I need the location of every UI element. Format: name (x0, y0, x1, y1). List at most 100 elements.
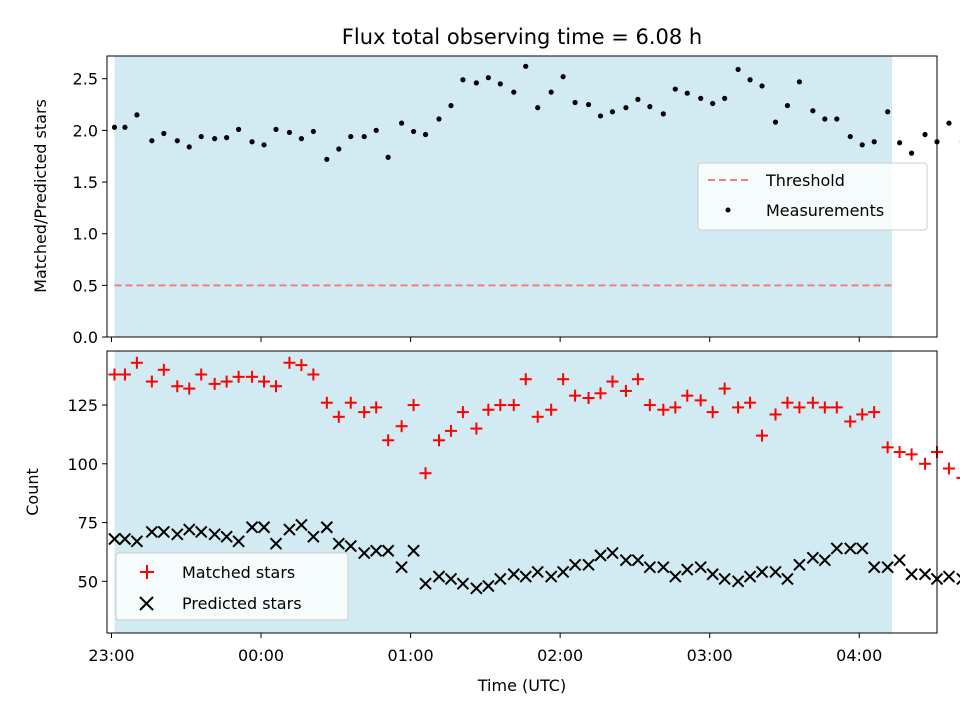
ratio-y-tick-label: 2.0 (73, 121, 98, 140)
count-panel-frame (106, 350, 938, 634)
predicted-star-point (208, 528, 221, 541)
predicted-star-point (830, 542, 844, 555)
predicted-star-point (395, 560, 408, 574)
count-y-tick-label: 100 (67, 455, 98, 474)
predicted-star-point (320, 521, 334, 534)
measurement-point (111, 124, 118, 130)
matched-legend-swatch (140, 565, 154, 579)
matched-star-point (744, 396, 757, 409)
matched-star-point (919, 457, 932, 470)
measurement-point (572, 99, 578, 106)
predicted-stars-points (108, 518, 960, 595)
predicted-star-point (381, 544, 395, 557)
predicted-star-point (195, 525, 208, 539)
ratio-y-tick-label: 0.5 (73, 276, 98, 295)
measurement-point (460, 77, 466, 83)
predicted-star-point (619, 553, 633, 567)
matched-star-point (295, 359, 308, 372)
measurement-point (336, 146, 342, 152)
matched-star-point (332, 410, 345, 423)
measurement-point (236, 126, 242, 132)
matched-star-point (470, 422, 483, 435)
ratio-legend-box (697, 162, 928, 231)
measurement-points (110, 63, 960, 342)
predicted-star-point (694, 560, 707, 574)
predicted-star-point (606, 546, 619, 560)
measurement-point (698, 95, 704, 101)
matched-star-point (657, 403, 670, 416)
predicted-star-point (245, 521, 259, 534)
measurement-point (273, 126, 279, 132)
matched-star-point (494, 399, 507, 412)
predicted-star-point (582, 558, 595, 572)
predicted-star-point (283, 523, 296, 536)
predicted-star-point (108, 532, 121, 546)
measurement-point (161, 130, 167, 137)
time-x-tick-label: 00:00 (238, 646, 284, 665)
predicted-star-point (844, 542, 857, 555)
matched-star-point (569, 389, 582, 402)
predicted-star-point (556, 565, 570, 579)
matched-star-point (956, 476, 960, 479)
matched-star-point (769, 408, 782, 421)
measurement-point (497, 81, 503, 87)
measurement-point (946, 120, 952, 126)
ratio-y-tick-label: 1.0 (73, 225, 98, 244)
matched-star-point (531, 410, 544, 423)
measurement-point (122, 124, 128, 130)
count-legend-box (115, 552, 349, 621)
predicted-star-point (544, 570, 558, 583)
measurement-point (660, 111, 666, 117)
measurements-legend-swatch (725, 207, 731, 213)
predicted-star-point (706, 568, 719, 581)
measurement-point (548, 89, 554, 95)
matched-star-point (681, 389, 694, 402)
predicted-legend-label: Predicted stars (182, 594, 302, 613)
predicted-star-point (220, 530, 233, 543)
predicted-star-point (856, 542, 869, 555)
matched-star-point (419, 467, 432, 480)
count-panel: 50 75 100 125 23:00 00:00 01:00 02:00 03:00 04:0… (23, 350, 960, 695)
time-x-tick-label: 04:00 (836, 646, 882, 665)
predicted-star-point (769, 565, 782, 579)
measurement-point (436, 116, 442, 122)
matched-star-point (118, 368, 131, 381)
matched-star-point (756, 429, 769, 442)
matched-star-point (582, 392, 595, 404)
matched-star-point (619, 384, 632, 397)
matched-star-point (395, 420, 408, 433)
measurement-point (897, 140, 903, 146)
predicted-star-point (918, 568, 932, 581)
measurement-point (784, 102, 791, 109)
predicted-star-point (631, 553, 645, 567)
measurement-point (324, 156, 330, 162)
matched-star-point (868, 406, 881, 419)
measurement-point (149, 138, 155, 144)
measurement-point (735, 66, 741, 73)
predicted-star-point (269, 537, 283, 550)
predicted-star-point (867, 560, 881, 574)
measurement-point (511, 89, 517, 95)
predicted-star-point (669, 570, 682, 583)
predicted-star-point (881, 560, 894, 574)
predicted-star-point (183, 523, 196, 536)
matched-star-point (456, 406, 469, 419)
measurement-point (597, 113, 604, 119)
matched-star-point (145, 375, 158, 388)
ratio-y-axis-label: Matched/Predicted stars (31, 99, 50, 293)
matched-star-point (171, 380, 184, 393)
matched-star-point (844, 415, 857, 428)
predicted-star-point (818, 553, 832, 567)
measurement-point (348, 133, 354, 140)
matched-star-point (344, 396, 357, 409)
count-y-tick-label: 75 (78, 514, 98, 533)
measurement-point (810, 108, 816, 114)
predicted-star-point (718, 572, 731, 586)
measurement-point (523, 63, 529, 69)
measurement-point (822, 116, 828, 122)
measurement-point (399, 120, 405, 126)
count-y-tick-label: 125 (67, 396, 98, 415)
matched-star-point (669, 401, 682, 414)
predicted-star-point (657, 560, 670, 574)
matched-star-point (830, 401, 843, 414)
